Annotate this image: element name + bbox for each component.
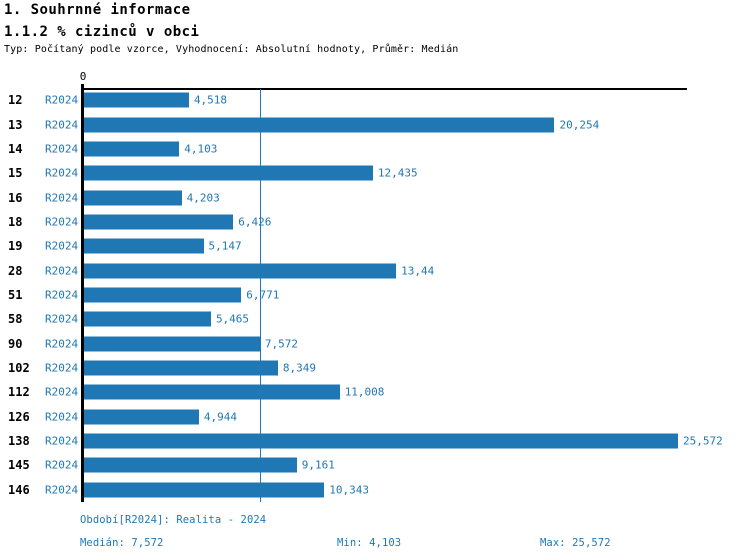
chart-row: 16 R2024 4,203 xyxy=(0,185,750,209)
row-series-label: R2024 xyxy=(45,142,79,156)
row-category-label: 28 xyxy=(8,263,23,278)
bar-value-label: 4,518 xyxy=(193,93,228,107)
row-category-label: 18 xyxy=(8,214,23,229)
report-section-title: 1. Souhrnné informace xyxy=(4,2,191,18)
row-category-label: 102 xyxy=(8,361,30,376)
bar xyxy=(84,92,189,108)
row-series-label: R2024 xyxy=(45,434,79,448)
chart-row: 12 R2024 4,518 xyxy=(0,88,750,112)
bar xyxy=(84,433,678,449)
bar xyxy=(84,214,234,230)
bar xyxy=(84,141,180,157)
bar-value-label: 20,254 xyxy=(559,118,600,132)
chart-row: 138 R2024 25,572 xyxy=(0,429,750,453)
row-category-label: 19 xyxy=(8,239,23,254)
bar-value-label: 7,572 xyxy=(264,337,298,351)
chart-row: 145 R2024 9,161 xyxy=(0,453,750,477)
row-series-label: R2024 xyxy=(45,385,79,399)
bar-value-label: 10,343 xyxy=(329,483,369,497)
x-axis-line xyxy=(83,88,687,90)
chart-subtitle: Typ: Počítaný podle vzorce, Vyhodnocení:… xyxy=(4,44,459,55)
bar xyxy=(84,336,260,352)
bar xyxy=(84,457,297,473)
chart-row: 90 R2024 7,572 xyxy=(0,332,750,356)
bar-value-label: 25,572 xyxy=(682,434,723,448)
bar-value-label: 13,44 xyxy=(401,264,435,278)
row-category-label: 12 xyxy=(8,93,23,108)
x-axis-zero-tick-label: 0 xyxy=(79,70,87,83)
row-series-label: R2024 xyxy=(45,458,79,472)
bar xyxy=(84,384,340,400)
chart-row: 146 R2024 10,343 xyxy=(0,478,750,502)
row-category-label: 51 xyxy=(8,287,23,302)
row-category-label: 146 xyxy=(8,482,30,497)
bar-value-label: 4,203 xyxy=(186,191,220,205)
row-series-label: R2024 xyxy=(45,118,79,132)
bar xyxy=(84,482,325,498)
bar-value-label: 4,944 xyxy=(203,410,237,424)
bar-value-label: 6,771 xyxy=(246,288,280,302)
chart-row: 18 R2024 6,426 xyxy=(0,210,750,234)
bar xyxy=(84,190,182,206)
footer-min-label: Min: 4,103 xyxy=(337,537,402,549)
bar-value-label: 5,147 xyxy=(208,239,242,253)
bar xyxy=(84,287,242,303)
row-category-label: 145 xyxy=(8,458,30,473)
row-series-label: R2024 xyxy=(45,483,79,497)
bar-value-label: 11,008 xyxy=(344,385,385,399)
y-axis-line xyxy=(81,84,84,502)
bar xyxy=(84,311,211,327)
chart-row: 14 R2024 4,103 xyxy=(0,137,750,161)
chart-row: 126 R2024 4,944 xyxy=(0,405,750,429)
row-category-label: 15 xyxy=(8,166,23,181)
row-series-label: R2024 xyxy=(45,264,79,278)
row-series-label: R2024 xyxy=(45,166,79,180)
row-category-label: 13 xyxy=(8,117,23,132)
row-series-label: R2024 xyxy=(45,337,79,351)
row-series-label: R2024 xyxy=(45,191,79,205)
bar xyxy=(84,360,278,376)
row-series-label: R2024 xyxy=(45,93,79,107)
bar-value-label: 4,103 xyxy=(184,142,218,156)
row-category-label: 112 xyxy=(8,385,30,400)
bar-value-label: 5,465 xyxy=(215,312,250,326)
row-series-label: R2024 xyxy=(45,239,79,253)
row-category-label: 90 xyxy=(8,336,23,351)
row-series-label: R2024 xyxy=(45,215,79,229)
row-series-label: R2024 xyxy=(45,288,79,302)
median-reference-line xyxy=(259,89,261,502)
row-category-label: 58 xyxy=(8,312,23,327)
row-category-label: 126 xyxy=(8,409,30,424)
footer-median-label: Medián: 7,572 xyxy=(80,537,164,549)
chart-row: 112 R2024 11,008 xyxy=(0,380,750,404)
bar-value-label: 9,161 xyxy=(301,458,335,472)
chart-row: 28 R2024 13,44 xyxy=(0,258,750,282)
chart-row: 15 R2024 12,435 xyxy=(0,161,750,185)
chart-row: 19 R2024 5,147 xyxy=(0,234,750,258)
bar xyxy=(84,263,397,279)
row-series-label: R2024 xyxy=(45,361,79,375)
bar-value-label: 6,426 xyxy=(238,215,272,229)
bar-chart-plot-area: 12 R2024 4,518 13 R2024 20,254 14 R2024 4,103 15 R… xyxy=(0,88,750,502)
bar xyxy=(84,165,373,181)
footer-period-label: Období[R2024]: Realita - 2024 xyxy=(80,514,267,526)
bar xyxy=(84,238,204,254)
footer-max-label: Max: 25,572 xyxy=(540,537,611,549)
bar xyxy=(84,409,199,425)
chart-row: 102 R2024 8,349 xyxy=(0,356,750,380)
chart-title: 1.1.2 % cizinců v obci xyxy=(4,24,200,40)
bar xyxy=(84,117,555,133)
row-category-label: 16 xyxy=(8,190,23,205)
bar-value-label: 12,435 xyxy=(377,166,418,180)
row-category-label: 14 xyxy=(8,141,23,156)
row-category-label: 138 xyxy=(8,434,30,449)
bar-value-label: 8,349 xyxy=(282,361,317,375)
chart-row: 13 R2024 20,254 xyxy=(0,112,750,136)
row-series-label: R2024 xyxy=(45,410,79,424)
row-series-label: R2024 xyxy=(45,312,79,326)
chart-row: 51 R2024 6,771 xyxy=(0,283,750,307)
chart-row: 58 R2024 5,465 xyxy=(0,307,750,331)
